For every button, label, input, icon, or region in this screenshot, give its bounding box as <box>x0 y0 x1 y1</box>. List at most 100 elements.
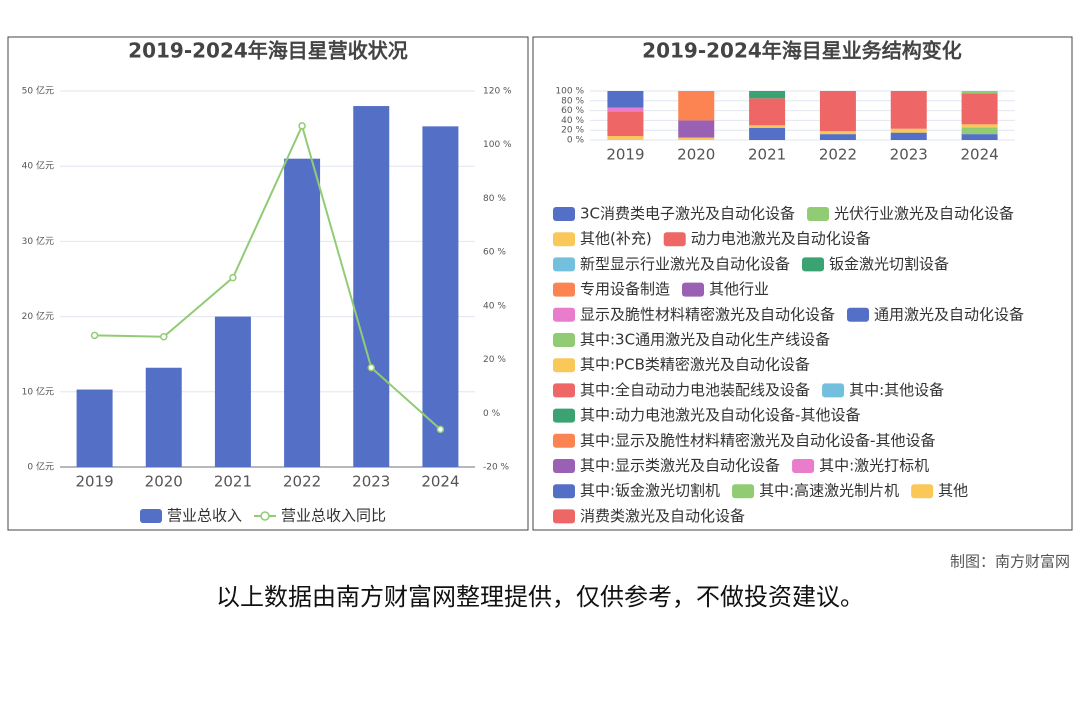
chart-title: 2019-2024年海目星业务结构变化 <box>642 39 962 63</box>
legend-label: 显示及脆性材料精密激光及自动化设备 <box>580 305 835 323</box>
bar-segment <box>607 111 644 137</box>
x-tick-label: 2020 <box>677 146 715 164</box>
legend-swatch <box>553 307 575 322</box>
bar-segment <box>607 107 644 112</box>
chart-title: 2019-2024年海目星营收状况 <box>128 39 408 63</box>
bar-segment <box>607 136 644 140</box>
legend-swatch <box>260 511 270 521</box>
y-tick-label: 100 % <box>555 87 584 97</box>
bar-segment <box>961 134 998 140</box>
y-tick-label: 10 亿元 <box>22 385 54 397</box>
line-point <box>90 331 99 340</box>
legend-label: 其中:高速激光制片机 <box>759 482 899 500</box>
bar <box>353 106 390 467</box>
legend-label: 其中:激光打标机 <box>819 457 929 475</box>
x-tick-label: 2020 <box>145 473 183 491</box>
legend-swatch <box>553 358 575 373</box>
y2-tick-label: 80 % <box>483 194 506 204</box>
bar-segment <box>678 137 715 140</box>
legend-label: 其中:全自动动力电池装配线及设备 <box>580 381 810 399</box>
legend-swatch <box>553 257 575 272</box>
bar-segment <box>819 131 856 135</box>
legend-swatch <box>802 257 825 272</box>
legend-swatch <box>553 408 575 423</box>
legend-label: 其他 <box>938 482 968 500</box>
line-point <box>160 332 168 341</box>
legend-label: 专用设备制造 <box>580 280 670 298</box>
legend-swatch <box>847 307 870 322</box>
x-tick-label: 2019 <box>606 146 644 164</box>
legend-label: 钣金激光切割设备 <box>829 255 949 273</box>
bar-segment <box>961 93 998 125</box>
bar-segment <box>819 134 856 140</box>
bar-segment <box>678 91 715 121</box>
legend-swatch <box>553 333 575 347</box>
bar-segment <box>819 91 856 132</box>
line <box>94 123 442 431</box>
bar <box>284 158 321 467</box>
bar <box>422 126 459 468</box>
line-point <box>298 122 306 130</box>
legend-swatch <box>663 232 686 247</box>
x-tick-label: 2021 <box>748 146 786 164</box>
legend-label: 营业总收入同比 <box>281 507 386 525</box>
bar-segment <box>961 124 998 128</box>
bar-segment <box>607 91 644 108</box>
legend-label: 营业总收入 <box>167 507 242 525</box>
legend-label: 其中:PCB类精密激光及自动化设备 <box>580 356 810 374</box>
x-tick-label: 2019 <box>75 473 113 491</box>
legend-swatch <box>553 383 575 398</box>
line-point <box>367 363 375 372</box>
y2-tick-label: 20 % <box>483 355 506 365</box>
bar <box>76 389 113 467</box>
x-tick-label: 2024 <box>960 146 998 164</box>
x-tick-label: 2023 <box>352 473 390 491</box>
legend-swatch <box>807 207 830 221</box>
legend-label: 其中:其他设备 <box>849 381 944 399</box>
legend-swatch <box>732 484 755 499</box>
bar-segment <box>890 128 927 133</box>
legend-swatch <box>792 459 815 473</box>
source-note: 制图：南方财富网 <box>950 553 1070 571</box>
legend-swatch <box>553 509 575 524</box>
x-tick-label: 2023 <box>890 146 928 164</box>
legend-swatch <box>682 282 705 297</box>
y2-tick-label: 100 % <box>483 140 512 150</box>
bar <box>214 316 251 467</box>
legend-label: 动力电池激光及自动化设备 <box>691 230 871 248</box>
legend-swatch <box>140 509 162 523</box>
legend-label: 其中:显示类激光及自动化设备 <box>580 457 780 475</box>
legend-label: 其中:显示及脆性材料精密激光及自动化设备-其他设备 <box>580 431 935 449</box>
x-tick-label: 2022 <box>283 473 321 491</box>
legend-label: 光伏行业激光及自动化设备 <box>834 205 1014 223</box>
legend-swatch <box>553 433 575 448</box>
legend-swatch <box>553 282 575 297</box>
y-tick-label: 0 % <box>567 136 585 146</box>
bar-segment <box>678 120 715 138</box>
y-tick-label: 80 % <box>561 96 584 106</box>
y2-tick-label: 0 % <box>483 409 501 419</box>
line-point <box>436 425 445 434</box>
bar-segment <box>749 125 786 128</box>
y2-tick-label: 60 % <box>483 248 506 258</box>
y2-tick-label: 120 % <box>483 87 512 97</box>
legend-swatch <box>822 383 845 398</box>
legend-label: 消费类激光及自动化设备 <box>580 507 745 525</box>
legend-swatch <box>553 484 575 499</box>
bar-segment <box>890 91 927 129</box>
x-tick-label: 2021 <box>214 473 252 491</box>
y-tick-label: 40 % <box>561 116 584 126</box>
y-tick-label: 40 亿元 <box>22 160 54 172</box>
x-tick-label: 2024 <box>421 473 459 491</box>
legend-swatch <box>911 484 934 499</box>
legend-swatch <box>553 207 575 221</box>
bar-segment <box>749 91 786 99</box>
y-tick-label: 20 亿元 <box>22 310 54 322</box>
y-tick-label: 30 亿元 <box>22 235 54 247</box>
line-point <box>229 273 237 282</box>
legend-label: 其中:动力电池激光及自动化设备-其他设备 <box>580 406 860 424</box>
legend-label: 新型显示行业激光及自动化设备 <box>580 255 790 273</box>
y-tick-label: 60 % <box>561 106 584 116</box>
bar-segment <box>961 127 998 135</box>
